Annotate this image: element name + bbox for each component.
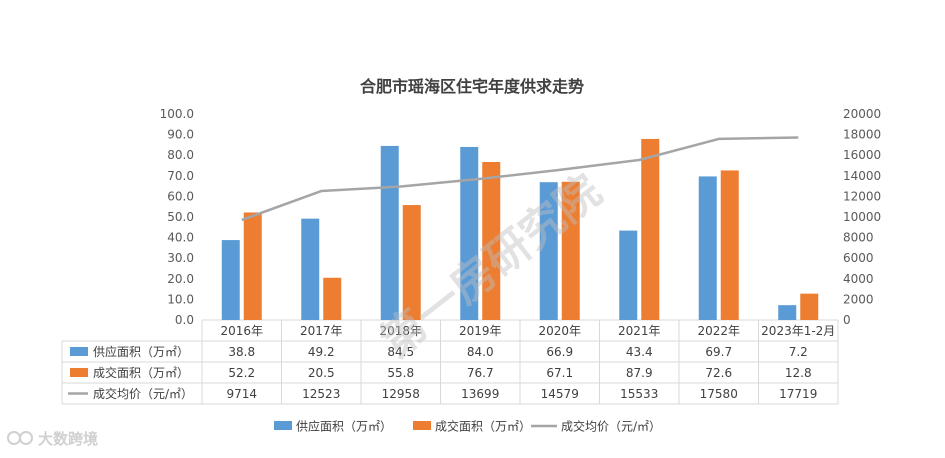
data-label: 67.1 — [546, 366, 573, 380]
table-legend-key — [70, 347, 88, 356]
y-tick-label: 0.0 — [175, 313, 194, 327]
y2-tick-label: 4000 — [843, 272, 874, 286]
y-tick-label: 30.0 — [167, 251, 194, 265]
y2-tick-label: 20000 — [843, 107, 881, 121]
data-label: 43.4 — [626, 345, 653, 359]
x-tick-label: 2022年 — [697, 324, 740, 338]
data-label: 84.5 — [387, 345, 414, 359]
bar-deal — [402, 205, 421, 320]
line-layer — [241, 136, 799, 222]
legend-entry: 成交面积（万㎡） — [435, 419, 531, 434]
data-label: 17719 — [779, 387, 817, 401]
y-tick-label: 90.0 — [167, 128, 194, 142]
table-row-label: 成交均价（元/㎡） — [93, 386, 193, 401]
legend-entry: 供应面积（万㎡） — [296, 419, 392, 434]
data-label: 49.2 — [308, 345, 335, 359]
legend: 供应面积（万㎡） 成交面积（万㎡） 成交均价（元/㎡） — [274, 419, 661, 434]
data-label: 15533 — [620, 387, 658, 401]
data-table: 2016年 2017年 2018年 2019年 2020年 2021年 2022年 2023年… — [61, 320, 839, 405]
x-tick-label: 2017年 — [300, 324, 343, 338]
data-label: 38.8 — [228, 345, 255, 359]
bar-deal — [482, 161, 501, 320]
y-tick-label: 10.0 — [167, 292, 194, 306]
data-label: 69.7 — [705, 345, 732, 359]
bar-supply — [539, 182, 558, 320]
y-tick-label: 60.0 — [167, 189, 194, 203]
bar-supply — [221, 240, 240, 320]
x-tick-label: 2018年 — [379, 324, 422, 338]
bar-deal — [561, 181, 580, 320]
data-label: 12523 — [302, 387, 340, 401]
brand-logo-icon — [7, 431, 33, 445]
table-row-label: 供应面积（万㎡） — [93, 344, 189, 359]
y2-tick-label: 10000 — [843, 210, 881, 224]
data-label: 76.7 — [467, 366, 494, 380]
x-tick-label: 2019年 — [459, 324, 502, 338]
data-label: 20.5 — [308, 366, 335, 380]
y-tick-label: 70.0 — [167, 169, 194, 183]
y2-tick-label: 2000 — [843, 292, 874, 306]
data-label: 7.2 — [789, 345, 808, 359]
data-label: 14579 — [541, 387, 579, 401]
brand-logo-text: 大数跨境 — [38, 430, 98, 448]
y2-tick-label: 6000 — [843, 251, 874, 265]
brand-logo: 大数跨境 — [7, 430, 98, 448]
y-tick-label: 20.0 — [167, 272, 194, 286]
data-label: 84.0 — [467, 345, 494, 359]
bar-deal — [243, 212, 262, 320]
data-label: 12.8 — [785, 366, 812, 380]
data-label: 87.9 — [626, 366, 653, 380]
y2-tick-label: 12000 — [843, 189, 881, 203]
y-tick-label: 40.0 — [167, 231, 194, 245]
data-label: 9714 — [226, 387, 257, 401]
bar-supply — [380, 145, 399, 320]
data-label: 66.9 — [546, 345, 573, 359]
data-label: 17580 — [700, 387, 738, 401]
data-label: 72.6 — [705, 366, 732, 380]
bar-supply — [619, 230, 638, 320]
data-label: 13699 — [461, 387, 499, 401]
table-legend-key — [70, 368, 88, 377]
axes: 0.0 10.0 20.0 30.0 40.0 50.0 60.0 70.0 80.0 90.0 1… — [160, 107, 882, 327]
bar-deal — [800, 293, 819, 320]
y2-tick-label: 18000 — [843, 128, 881, 142]
bar-deal — [323, 277, 342, 320]
y-tick-label: 80.0 — [167, 148, 194, 162]
legend-key — [413, 421, 431, 430]
bar-deal — [641, 138, 660, 320]
x-tick-label: 2021年 — [618, 324, 661, 338]
legend-key — [274, 421, 292, 430]
bar-supply — [698, 176, 717, 320]
y2-tick-label: 14000 — [843, 169, 881, 183]
bar-supply — [460, 146, 479, 320]
x-tick-label: 2020年 — [538, 324, 581, 338]
bar-supply — [778, 305, 797, 320]
y2-tick-label: 0 — [843, 313, 851, 327]
y-tick-label: 50.0 — [167, 210, 194, 224]
bar-supply — [301, 218, 320, 320]
x-tick-label: 2016年 — [220, 324, 263, 338]
table-row-label: 成交面积（万㎡） — [93, 365, 189, 380]
data-label: 55.8 — [387, 366, 414, 380]
series-line-price — [241, 136, 799, 222]
bar-deal — [720, 170, 739, 320]
y2-tick-label: 16000 — [843, 148, 881, 162]
x-tick-label: 2023年1-2月 — [761, 324, 835, 338]
bars — [221, 138, 819, 320]
data-label: 52.2 — [228, 366, 255, 380]
y2-tick-label: 8000 — [843, 231, 874, 245]
legend-entry: 成交均价（元/㎡） — [561, 419, 661, 434]
data-label: 12958 — [382, 387, 420, 401]
y-tick-label: 100.0 — [160, 107, 194, 121]
chart-title: 合肥市瑶海区住宅年度供求走势 — [360, 77, 584, 96]
